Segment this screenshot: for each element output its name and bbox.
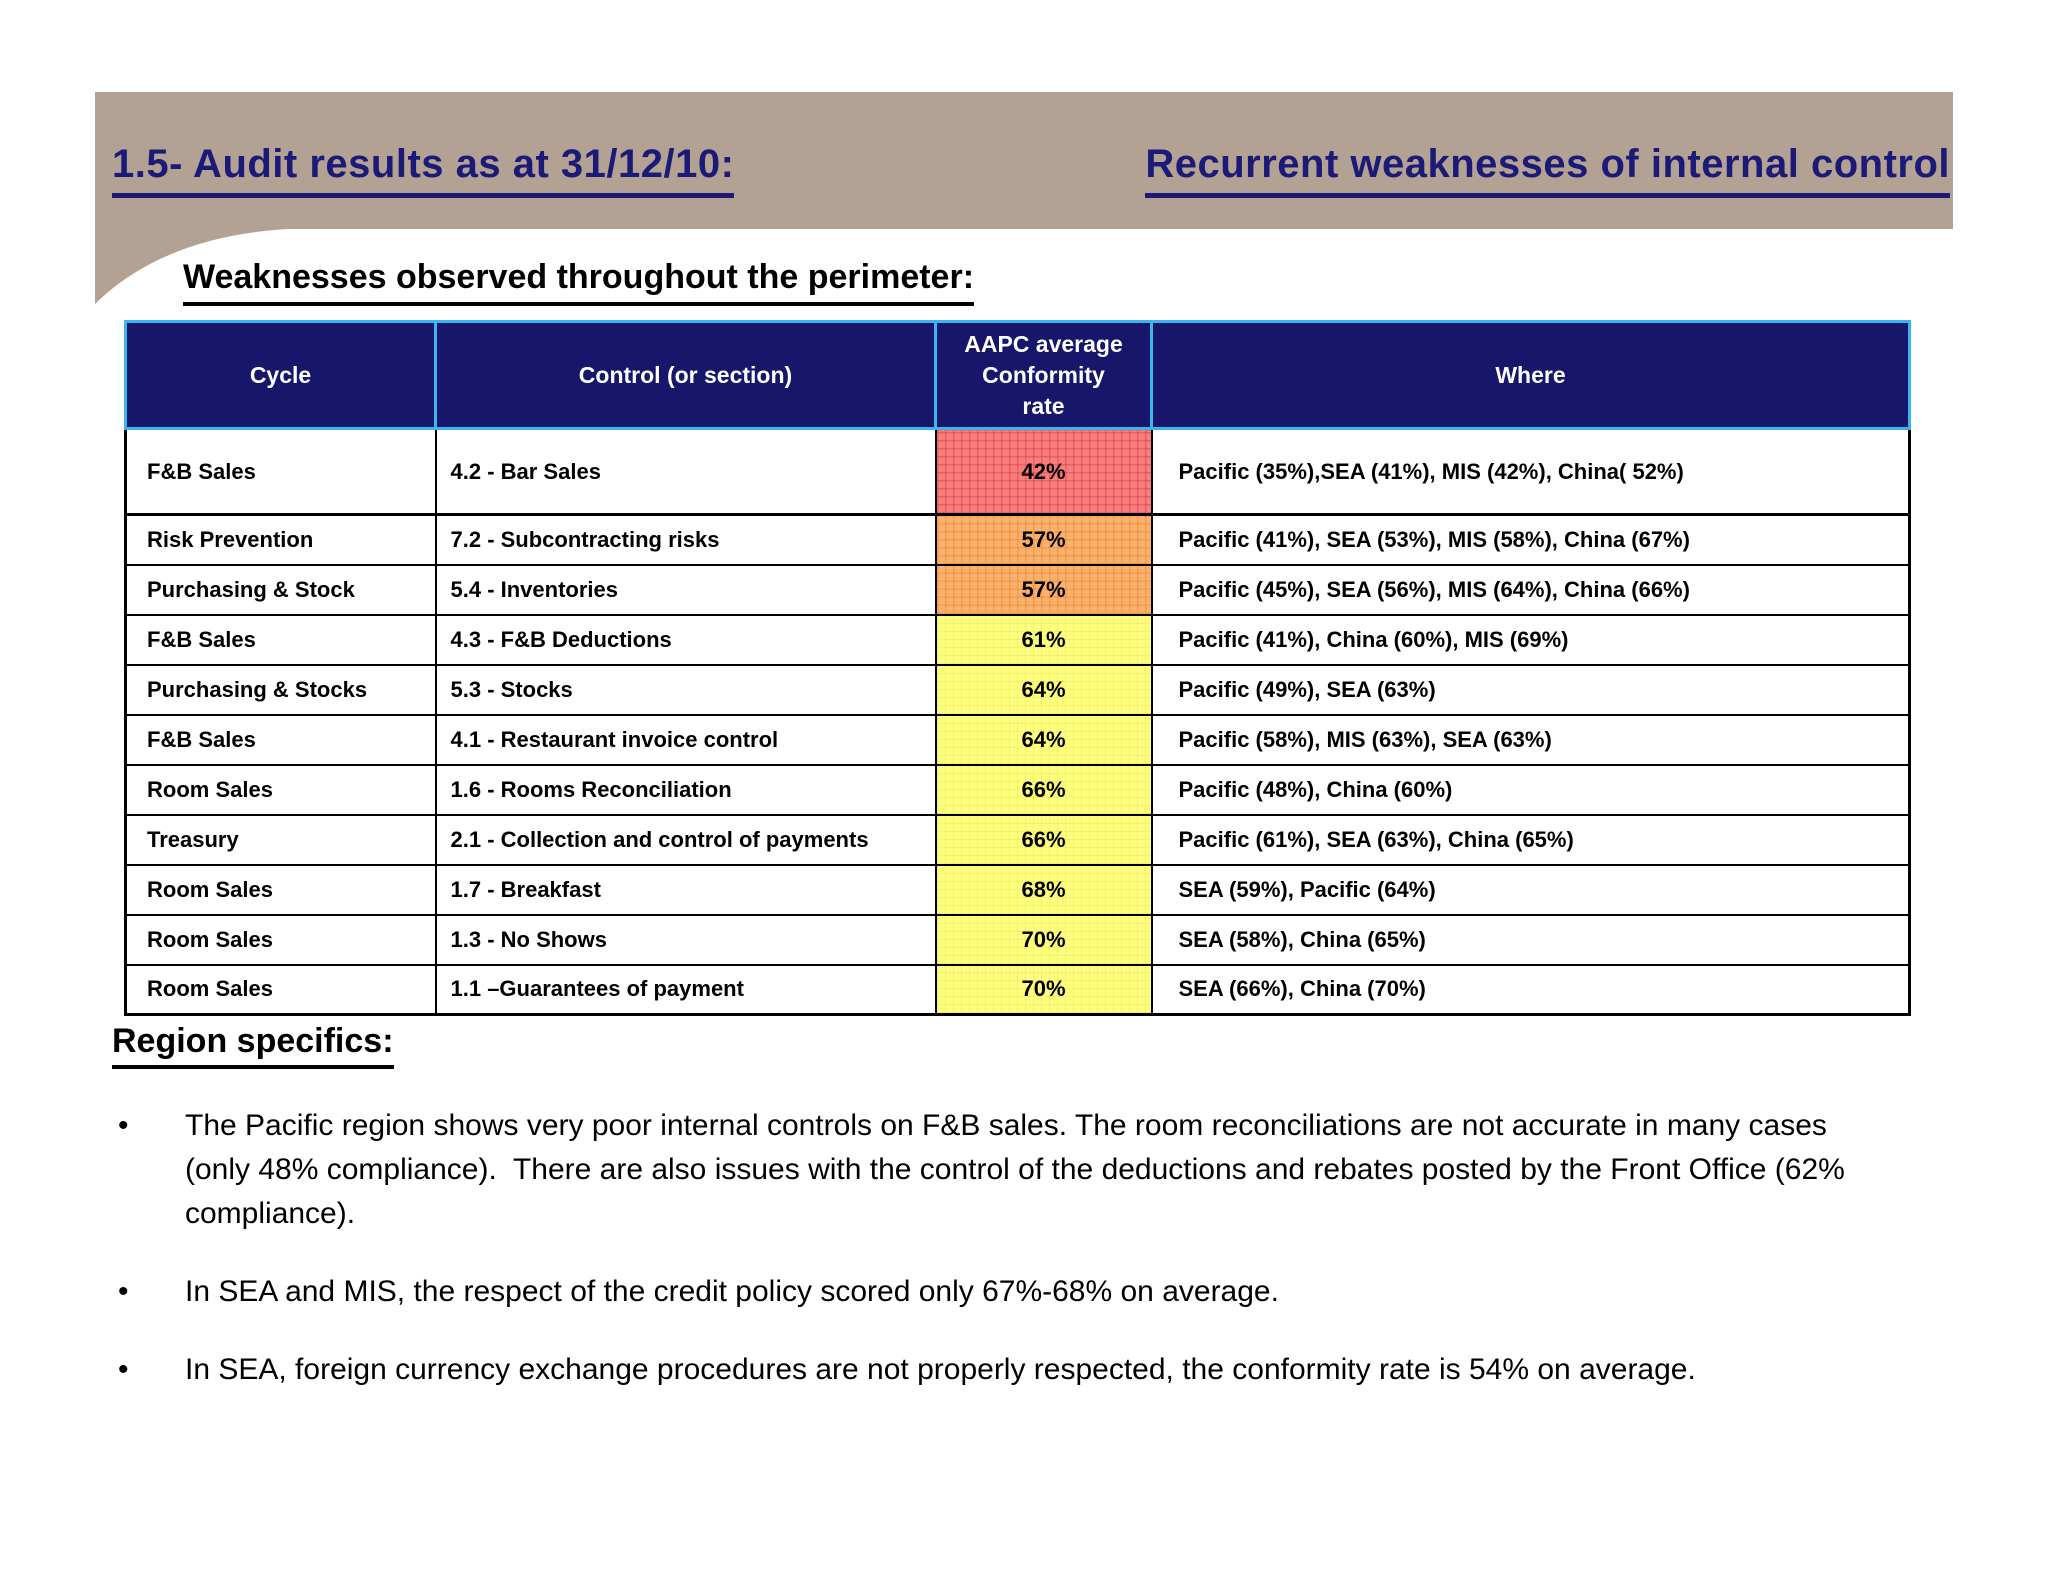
where-cell: Pacific (58%), MIS (63%), SEA (63%) <box>1150 713 1911 766</box>
table-row: Risk Prevention 7.2 - Subcontracting risk… <box>124 513 1911 566</box>
cycle-cell: Purchasing & Stocks <box>124 663 437 716</box>
cycle-cell: F&B Sales <box>124 613 437 666</box>
bullet-text: The Pacific region shows very poor inter… <box>185 1109 1854 1230</box>
table-row: Purchasing & Stocks 5.3 - Stocks 64% Pacifi… <box>124 663 1911 716</box>
where-cell: SEA (59%), Pacific (64%) <box>1150 863 1911 916</box>
bullet-item: • The Pacific region shows very poor inte… <box>112 1104 1912 1236</box>
where-cell: SEA (66%), China (70%) <box>1150 963 1911 1016</box>
control-cell: 1.3 - No Shows <box>434 913 937 966</box>
table-header-cycle: Cycle <box>124 320 437 430</box>
cycle-cell: Treasury <box>124 813 437 866</box>
control-cell: 5.3 - Stocks <box>434 663 937 716</box>
table-header-row: Cycle Control (or section) AAPC average … <box>124 320 1911 430</box>
rate-cell: 66% <box>934 763 1153 816</box>
rate-cell: 70% <box>934 913 1153 966</box>
where-cell: Pacific (45%), SEA (56%), MIS (64%), Chi… <box>1150 563 1911 616</box>
weaknesses-table: Cycle Control (or section) AAPC average … <box>124 320 1911 1016</box>
where-cell: Pacific (61%), SEA (63%), China (65%) <box>1150 813 1911 866</box>
where-cell: SEA (58%), China (65%) <box>1150 913 1911 966</box>
rate-cell: 64% <box>934 713 1153 766</box>
control-cell: 1.1 –Guarantees of payment <box>434 963 937 1016</box>
table-row: F&B Sales 4.3 - F&B Deductions 61% Pacific … <box>124 613 1911 666</box>
section-heading: Weaknesses observed throughout the perim… <box>183 258 975 306</box>
control-cell: 2.1 - Collection and control of payments <box>434 813 937 866</box>
region-heading: Region specifics: <box>112 1022 394 1069</box>
table-row: Purchasing & Stock 5.4 - Inventories 57% Pa… <box>124 563 1911 616</box>
cycle-cell: F&B Sales <box>124 427 437 516</box>
cycle-cell: Room Sales <box>124 763 437 816</box>
table-row: Room Sales 1.1 –Guarantees of payment 70% S… <box>124 963 1911 1016</box>
rate-cell: 68% <box>934 863 1153 916</box>
control-cell: 4.1 - Restaurant invoice control <box>434 713 937 766</box>
cycle-cell: Risk Prevention <box>124 513 437 566</box>
bullet-item: • In SEA, foreign currency exchange proce… <box>112 1348 1912 1392</box>
where-cell: Pacific (49%), SEA (63%) <box>1150 663 1911 716</box>
cycle-cell: Room Sales <box>124 963 437 1016</box>
bullet-text: In SEA, foreign currency exchange proced… <box>185 1353 1696 1386</box>
bullet-item: • In SEA and MIS, the respect of the cred… <box>112 1270 1912 1314</box>
control-cell: 5.4 - Inventories <box>434 563 937 616</box>
slide-title-left: 1.5- Audit results as at 31/12/10: <box>112 142 735 198</box>
bullet-marker: • <box>118 1275 129 1308</box>
rate-cell: 61% <box>934 613 1153 666</box>
control-cell: 7.2 - Subcontracting risks <box>434 513 937 566</box>
table-row: Room Sales 1.3 - No Shows 70% SEA (58%), Ch… <box>124 913 1911 966</box>
control-cell: 1.6 - Rooms Reconciliation <box>434 763 937 816</box>
control-cell: 4.3 - F&B Deductions <box>434 613 937 666</box>
bullet-marker: • <box>118 1353 129 1386</box>
rate-cell: 66% <box>934 813 1153 866</box>
table-header-rate: AAPC average Conformity rate <box>934 320 1153 430</box>
table-row: Room Sales 1.6 - Rooms Reconciliation 66% P… <box>124 763 1911 816</box>
rate-cell: 42% <box>934 427 1153 516</box>
where-cell: Pacific (48%), China (60%) <box>1150 763 1911 816</box>
control-cell: 1.7 - Breakfast <box>434 863 937 916</box>
rate-cell: 57% <box>934 513 1153 566</box>
rate-cell: 57% <box>934 563 1153 616</box>
cycle-cell: Room Sales <box>124 863 437 916</box>
cycle-cell: Room Sales <box>124 913 437 966</box>
table-row: Room Sales 1.7 - Breakfast 68% SEA (59%), P… <box>124 863 1911 916</box>
table-row: F&B Sales 4.2 - Bar Sales 42% Pacific (35%)… <box>124 427 1911 516</box>
table-row: Treasury 2.1 - Collection and control of … <box>124 813 1911 866</box>
where-cell: Pacific (41%), China (60%), MIS (69%) <box>1150 613 1911 666</box>
rate-cell: 64% <box>934 663 1153 716</box>
where-cell: Pacific (41%), SEA (53%), MIS (58%), Chi… <box>1150 513 1911 566</box>
table-row: F&B Sales 4.1 - Restaurant invoice contro… <box>124 713 1911 766</box>
control-cell: 4.2 - Bar Sales <box>434 427 937 516</box>
slide-title-right: Recurrent weaknesses of internal control <box>1145 142 1950 198</box>
bullet-list: • The Pacific region shows very poor inte… <box>112 1104 1912 1426</box>
rate-cell: 70% <box>934 963 1153 1016</box>
table-body: F&B Sales 4.2 - Bar Sales 42% Pacific (35%)… <box>124 427 1911 1016</box>
where-cell: Pacific (35%),SEA (41%), MIS (42%), Chin… <box>1150 427 1911 516</box>
table-header-where: Where <box>1150 320 1911 430</box>
table-header-control: Control (or section) <box>434 320 937 430</box>
bullet-text: In SEA and MIS, the respect of the credi… <box>185 1275 1279 1308</box>
cycle-cell: F&B Sales <box>124 713 437 766</box>
bullet-marker: • <box>118 1109 129 1142</box>
cycle-cell: Purchasing & Stock <box>124 563 437 616</box>
